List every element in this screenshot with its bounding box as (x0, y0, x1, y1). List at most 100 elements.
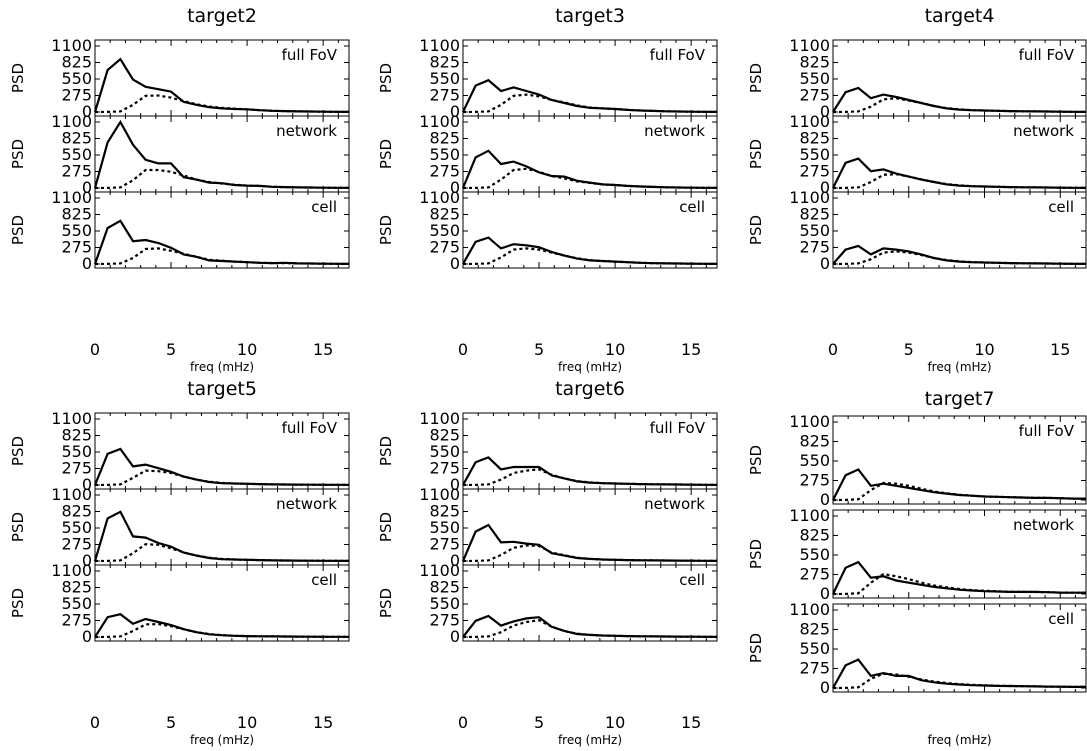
y-axis-label: PSD (9, 63, 27, 93)
y-axis-label: PSD (377, 139, 395, 169)
y-tick-label: 0 (450, 178, 460, 197)
panel-label: full FoV (1019, 46, 1075, 64)
x-tick-label: 5 (166, 713, 176, 732)
panel-label: cell (311, 571, 337, 589)
solid-series-line (461, 523, 717, 562)
y-tick-label: 0 (450, 475, 460, 494)
panel-label: full FoV (282, 419, 338, 437)
y-tick-label: 550 (429, 145, 460, 164)
x-tick-label: 5 (166, 340, 176, 359)
y-tick-label: 275 (429, 459, 460, 478)
panel-label: network (644, 122, 705, 140)
y-tick-label: 550 (429, 442, 460, 461)
x-tick-label: 15 (313, 713, 333, 732)
solid-series-line (93, 57, 349, 113)
y-axis-label: PSD (377, 588, 395, 618)
y-tick-label: 275 (799, 86, 830, 105)
y-tick-label: 550 (429, 221, 460, 240)
y-tick-label: 550 (429, 594, 460, 613)
chart-title: target3 (555, 5, 625, 27)
y-tick-label: 825 (799, 53, 830, 72)
dotted-series-line (832, 97, 1086, 114)
panel-label: cell (1048, 198, 1074, 216)
y-tick-label: 550 (61, 518, 92, 537)
y-tick-label: 1100 (789, 506, 830, 525)
solid-series-line (832, 560, 1086, 595)
solid-series-line (462, 614, 717, 638)
panel-label: network (1013, 122, 1074, 140)
dotted-series-line (462, 167, 717, 190)
y-tick-label: 0 (820, 584, 830, 603)
dotted-series-line (94, 168, 349, 190)
y-tick-label: 825 (429, 205, 460, 224)
y-tick-label: 275 (429, 162, 460, 181)
y-tick-label: 0 (450, 254, 460, 273)
solid-series-line (832, 157, 1086, 189)
y-tick-label: 275 (61, 611, 92, 630)
solid-series-line (462, 236, 717, 265)
y-tick-label: 1100 (51, 561, 92, 580)
y-tick-label: 0 (820, 178, 830, 197)
y-tick-label: 825 (429, 578, 460, 597)
y-axis-label: PSD (377, 63, 395, 93)
x-tick-label: 0 (90, 713, 100, 732)
chart-title: target7 (925, 388, 995, 410)
x-tick-label: 10 (605, 340, 625, 359)
chart-title: target6 (555, 378, 625, 400)
x-tick-label: 15 (1050, 340, 1070, 359)
y-tick-label: 275 (61, 459, 92, 478)
panel-frame (94, 564, 350, 642)
x-axis-label: freq (mHz) (558, 360, 622, 374)
panel-label: full FoV (1019, 422, 1075, 440)
y-tick-label: 1100 (419, 188, 460, 207)
chart-title: target4 (925, 5, 995, 27)
y-tick-label: 275 (799, 238, 830, 257)
y-tick-label: 825 (429, 129, 460, 148)
dotted-series-line (832, 250, 1086, 266)
panel-label: network (276, 495, 337, 513)
y-tick-label: 275 (429, 86, 460, 105)
y-tick-label: 825 (61, 502, 92, 521)
x-tick-label: 15 (681, 340, 701, 359)
y-tick-label: 1100 (789, 412, 830, 431)
y-tick-label: 1100 (419, 36, 460, 55)
y-tick-label: 825 (61, 426, 92, 445)
panel-label: cell (1048, 610, 1074, 628)
y-tick-label: 0 (82, 254, 92, 273)
panel-label: full FoV (650, 46, 706, 64)
y-tick-label: 550 (799, 639, 830, 658)
y-tick-label: 550 (61, 594, 92, 613)
y-tick-label: 0 (820, 490, 830, 509)
y-tick-label: 825 (799, 526, 830, 545)
solid-series-line (93, 119, 349, 189)
y-tick-label: 825 (61, 53, 92, 72)
y-tick-label: 275 (799, 162, 830, 181)
solid-series-line (462, 78, 717, 113)
y-tick-label: 825 (799, 432, 830, 451)
panel-label: full FoV (282, 46, 338, 64)
solid-series-line (94, 613, 349, 638)
solid-series-line (832, 244, 1086, 265)
y-tick-label: 550 (429, 518, 460, 537)
x-tick-label: 0 (90, 340, 100, 359)
y-tick-label: 0 (450, 551, 460, 570)
y-tick-label: 1100 (789, 36, 830, 55)
panel-label: cell (679, 571, 705, 589)
y-tick-label: 1100 (419, 112, 460, 131)
y-axis-label: PSD (747, 215, 765, 245)
